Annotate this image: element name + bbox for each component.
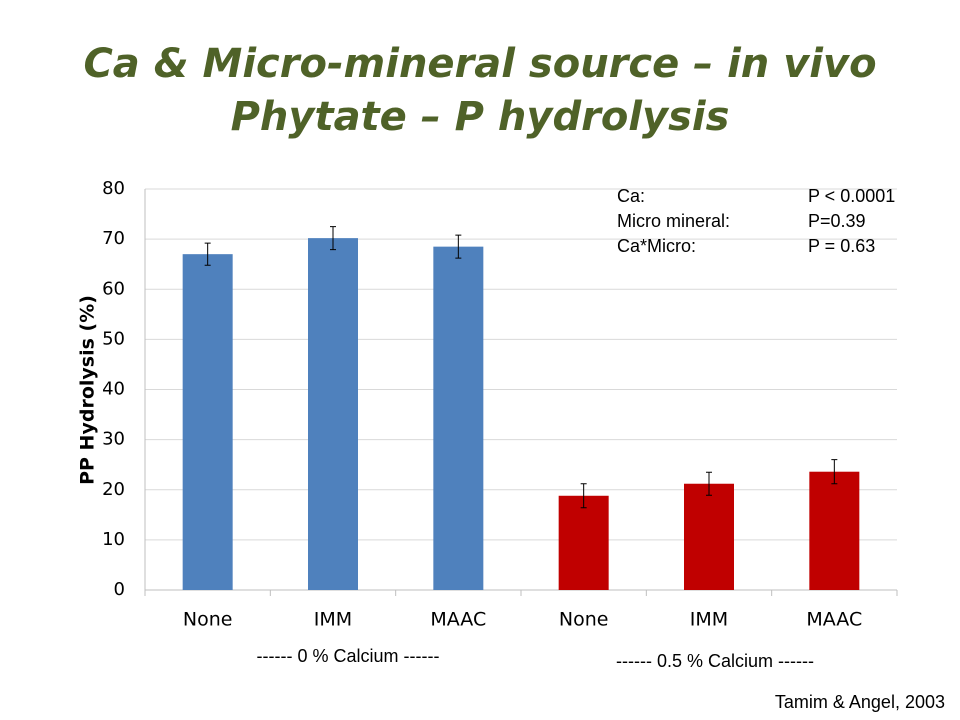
error-bar — [330, 226, 336, 251]
bar — [558, 495, 609, 590]
y-tick-label: 20 — [102, 479, 125, 500]
x-tick-label: MAAC — [806, 609, 862, 631]
x-tick-label: MAAC — [430, 609, 486, 631]
error-bar — [455, 234, 462, 259]
bar — [182, 254, 233, 590]
y-tick-label: 50 — [102, 328, 125, 349]
error-bar — [204, 242, 211, 266]
stat-label: Ca: — [617, 186, 645, 206]
group-label: ------ 0 % Calcium ------ — [257, 646, 440, 666]
x-tick-label: IMM — [314, 609, 352, 631]
y-tick-label: 0 — [114, 579, 125, 600]
title-line: Ca & Micro-mineral source – in vivo — [83, 41, 876, 87]
y-tick-label: 30 — [102, 429, 125, 450]
stat-value: P=0.39 — [808, 211, 866, 231]
x-tick-label: IMM — [690, 609, 728, 631]
y-tick-label: 10 — [102, 529, 125, 550]
bar — [684, 483, 734, 590]
y-tick-label: 70 — [102, 228, 125, 249]
bar — [308, 238, 358, 590]
stat-label: Micro mineral: — [617, 211, 730, 231]
y-tick-label: 40 — [102, 379, 125, 400]
group-label: ------ 0.5 % Calcium ------ — [616, 651, 814, 671]
title-line: Phytate – P hydrolysis — [231, 94, 730, 140]
y-tick-label: 60 — [102, 278, 125, 299]
y-tick-label: 80 — [102, 178, 125, 199]
bar — [433, 246, 484, 591]
error-bar — [580, 483, 587, 509]
source: Tamim & Angel, 2003 — [775, 692, 945, 712]
x-tick-label: None — [183, 609, 233, 631]
stat-label: Ca*Micro: — [617, 236, 696, 256]
stat-value: P < 0.0001 — [808, 186, 895, 206]
stat-value: P = 0.63 — [808, 236, 875, 256]
y-axis-title: PP Hydrolysis (%) — [77, 295, 99, 485]
error-bar — [831, 459, 838, 485]
x-tick-label: None — [559, 609, 609, 631]
bar — [809, 471, 860, 590]
error-bar — [706, 471, 712, 496]
